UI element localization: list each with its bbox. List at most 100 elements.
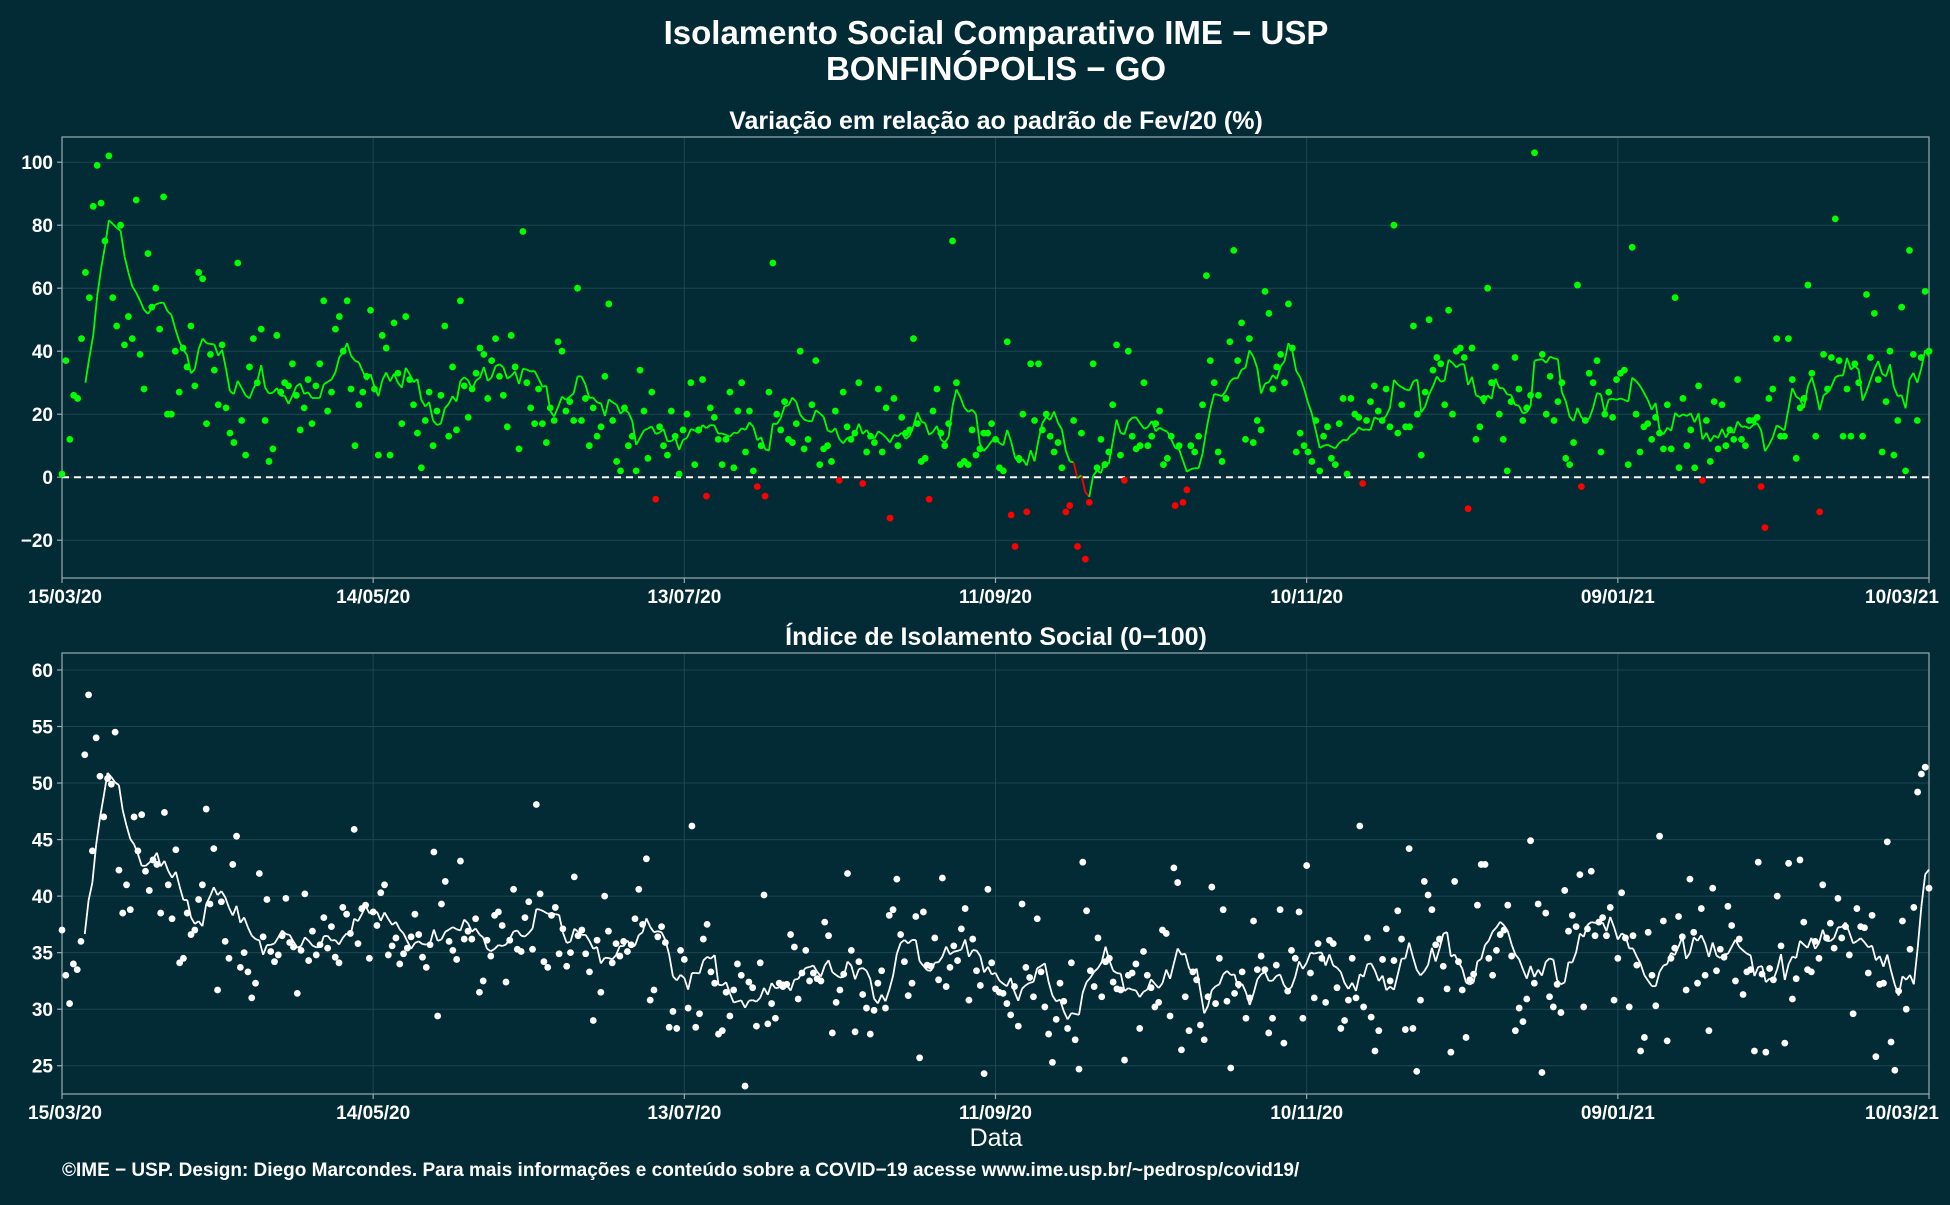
data-point	[1348, 395, 1355, 402]
data-point	[666, 1024, 673, 1031]
data-point	[632, 915, 639, 922]
data-point	[1172, 502, 1179, 509]
data-point	[340, 348, 347, 355]
data-point	[1531, 149, 1538, 156]
data-point	[890, 906, 897, 913]
data-point	[1058, 464, 1065, 471]
data-point	[248, 994, 255, 1001]
data-point	[552, 904, 559, 911]
data-point	[1301, 442, 1308, 449]
data-point	[336, 959, 343, 966]
data-point	[1121, 1057, 1128, 1064]
data-point	[1508, 398, 1515, 405]
data-point	[848, 947, 855, 954]
data-point	[1230, 247, 1237, 254]
data-point	[570, 417, 577, 424]
data-point	[109, 294, 116, 301]
data-point	[828, 458, 835, 465]
data-point	[1722, 442, 1729, 449]
data-point	[262, 417, 269, 424]
data-point	[387, 452, 394, 459]
data-point	[965, 461, 972, 468]
data-point	[673, 1025, 680, 1032]
data-point	[1258, 427, 1265, 434]
data-point	[137, 351, 144, 358]
data-point	[344, 297, 351, 304]
data-point	[560, 926, 567, 933]
data-point	[1778, 942, 1785, 949]
data-point	[328, 389, 335, 396]
y-tick-label: 45	[32, 831, 54, 852]
data-point	[1430, 367, 1437, 374]
data-point	[1368, 1014, 1375, 1021]
data-point	[134, 847, 141, 854]
data-point	[605, 928, 612, 935]
data-point	[1482, 861, 1489, 868]
data-point	[266, 458, 273, 465]
data-point	[544, 964, 551, 971]
moving-average-segment	[523, 369, 527, 370]
data-point	[1844, 386, 1851, 393]
data-point	[547, 405, 554, 412]
data-point	[1163, 930, 1170, 937]
data-point	[912, 913, 919, 920]
data-point	[419, 954, 426, 961]
data-point	[810, 970, 817, 977]
data-point	[1476, 423, 1483, 430]
data-point	[734, 961, 741, 968]
data-point	[90, 203, 97, 210]
data-point	[1191, 449, 1198, 456]
data-point	[1000, 468, 1007, 475]
y-tick-label: 80	[32, 216, 53, 237]
x-tick-label: 09/01/21	[1581, 1103, 1655, 1124]
data-point	[1687, 427, 1694, 434]
data-point	[78, 938, 85, 945]
data-point	[1805, 282, 1812, 289]
moving-average-segment	[1191, 468, 1195, 469]
data-point	[1605, 389, 1612, 396]
data-point	[117, 222, 124, 229]
moving-average-segment	[256, 939, 260, 940]
data-point	[1819, 881, 1826, 888]
data-point	[931, 935, 938, 942]
data-point	[656, 423, 663, 430]
data-point	[422, 417, 429, 424]
data-point	[293, 392, 300, 399]
data-point	[1555, 398, 1562, 405]
moving-average-segment	[658, 931, 662, 932]
data-point	[901, 958, 908, 965]
data-point	[567, 949, 574, 956]
data-point	[949, 238, 956, 245]
data-point	[480, 978, 487, 985]
data-point	[953, 379, 960, 386]
data-point	[1235, 981, 1242, 988]
data-point	[762, 493, 769, 500]
data-point	[660, 442, 667, 449]
data-point	[1664, 401, 1671, 408]
data-point	[473, 370, 480, 377]
data-point	[504, 423, 511, 430]
data-point	[738, 972, 745, 979]
data-point	[359, 389, 366, 396]
data-point	[527, 405, 534, 412]
data-point	[352, 442, 359, 449]
data-point	[367, 307, 374, 314]
data-point	[70, 961, 77, 968]
data-point	[1910, 351, 1917, 358]
x-tick-label: 11/09/20	[959, 1103, 1032, 1124]
data-point	[63, 357, 70, 364]
data-point	[1918, 771, 1925, 778]
data-point	[1898, 304, 1905, 311]
data-point	[1066, 502, 1073, 509]
data-point	[1711, 398, 1718, 405]
data-point	[837, 987, 844, 994]
data-point	[1703, 417, 1710, 424]
data-point	[1516, 1005, 1523, 1012]
data-point	[218, 898, 225, 905]
data-point	[1831, 945, 1838, 952]
data-point	[1318, 955, 1325, 962]
data-point	[672, 433, 679, 440]
moving-average-segment	[1591, 922, 1595, 923]
data-point	[1546, 993, 1553, 1000]
data-point	[905, 992, 912, 999]
